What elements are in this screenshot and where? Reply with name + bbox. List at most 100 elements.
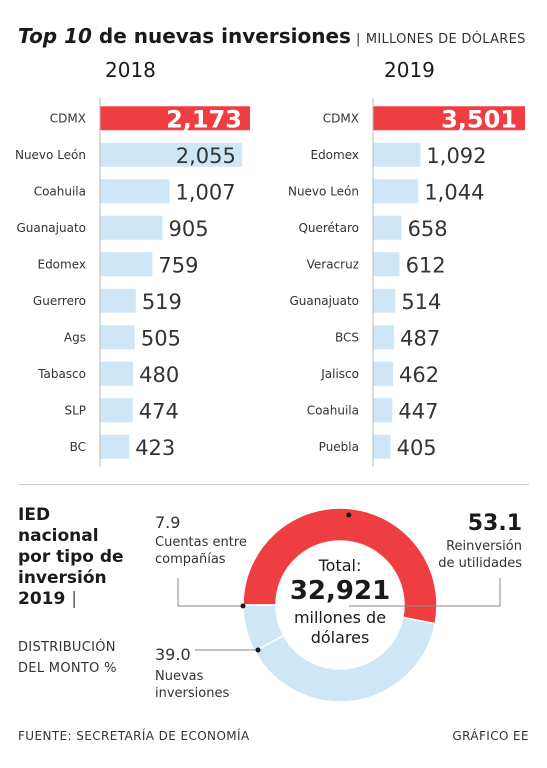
title-rest: de nuevas inversiones <box>91 24 351 48</box>
donut-total-value: 32,921 <box>290 576 390 606</box>
bar-2019-8 <box>373 398 393 423</box>
title-separator: | <box>356 32 361 47</box>
value-label-2019-4: 612 <box>406 253 446 277</box>
value-label-2018-4: 759 <box>158 253 198 277</box>
category-label-2018-8: SLP <box>64 403 86 417</box>
category-label-2018-9: BC <box>70 440 86 454</box>
label-nuevas-value: 39.0 <box>155 645 191 664</box>
value-label-2019-5: 514 <box>401 290 441 314</box>
value-label-2019-1: 1,092 <box>426 144 486 168</box>
bar-2019-2 <box>373 179 419 204</box>
bar-2018-1 <box>100 142 242 167</box>
category-label-2018-3: Guanajuato <box>16 221 86 235</box>
donut-heading-line-3: por tipo de <box>18 547 124 567</box>
value-label-2018-2: 1,007 <box>176 180 236 204</box>
donut-subtitle-line-1: DISTRIBUCIÓN <box>18 640 116 655</box>
bar-2019-0 <box>373 106 525 131</box>
bar-2018-5 <box>100 288 136 313</box>
category-label-2019-9: Puebla <box>319 440 359 454</box>
donut-heading-line-2: nacional <box>18 526 99 546</box>
category-label-2018-0: CDMX <box>50 111 86 125</box>
donut-subtitle-line-2: DEL MONTO % <box>18 661 117 676</box>
category-label-2018-5: Guerrero <box>33 294 86 308</box>
category-label-2018-6: Ags <box>64 330 86 344</box>
label-reinversion-value: 53.1 <box>468 511 522 536</box>
value-label-2019-8: 447 <box>398 399 438 423</box>
category-label-2019-2: Nuevo León <box>288 184 359 198</box>
category-label-2019-7: Jalisco <box>320 367 359 381</box>
value-label-2019-0: 3,501 <box>441 105 517 133</box>
bar-2018-0 <box>100 106 250 131</box>
donut-slice-0 <box>242 507 438 625</box>
category-label-2018-1: Nuevo León <box>15 148 86 162</box>
category-label-2019-8: Coahuila <box>307 403 359 417</box>
category-label-2018-4: Edomex <box>37 257 86 271</box>
value-label-2018-5: 519 <box>142 290 182 314</box>
bar-charts: CDMX 2,173 Nuevo León 2,055 Coahuila 1,007 Gua… <box>15 98 525 467</box>
donut-heading-separator: | <box>71 589 77 609</box>
category-label-2019-3: Querétaro <box>298 221 359 235</box>
leader-nuevas-dot <box>255 647 261 653</box>
bar-2018-7 <box>100 361 134 386</box>
bar-2019-5 <box>373 288 396 313</box>
bar-2019-6 <box>373 325 395 350</box>
bar-2018-6 <box>100 325 135 350</box>
donut-heading: IED nacional por tipo de inversión 2019 … <box>18 505 153 610</box>
donut-slice-1 <box>253 616 437 703</box>
bar-2018-2 <box>100 179 170 204</box>
bar-2019-9 <box>373 434 391 459</box>
title-unit: MILLONES DE DÓLARES <box>365 32 526 47</box>
category-label-2019-4: Veracruz <box>307 257 359 271</box>
label-nuevas-line-2: inversiones <box>155 686 229 701</box>
footer-credit: GRÁFICO EE <box>452 729 529 743</box>
bar-2018-3 <box>100 215 163 240</box>
label-nuevas-line-1: Nuevas <box>155 669 204 684</box>
bar-2018-9 <box>100 434 130 459</box>
leader-reinversion-dot <box>346 512 352 518</box>
category-label-2018-2: Coahuila <box>34 184 86 198</box>
label-cuentas-line-2: compañías <box>155 552 226 567</box>
leader-cuentas-dot <box>240 603 246 609</box>
title-bold: Top 10 <box>18 24 92 48</box>
bar-2019-7 <box>373 361 394 386</box>
value-label-2018-0: 2,173 <box>166 105 242 133</box>
value-label-2018-3: 905 <box>168 217 208 241</box>
donut-subtitle: DISTRIBUCIÓN DEL MONTO % <box>18 637 138 679</box>
value-label-2018-1: 2,055 <box>176 144 236 168</box>
section-divider <box>18 484 529 485</box>
label-reinversion-line-1: Reinversión <box>446 539 522 554</box>
category-label-2019-6: BCS <box>335 330 359 344</box>
bar-2018-8 <box>100 398 133 423</box>
year-2019-label: 2019 <box>384 58 435 82</box>
label-cuentas-line-1: Cuentas entre <box>155 535 247 550</box>
donut-total-unit-1: millones de <box>294 608 386 627</box>
value-label-2019-7: 462 <box>399 363 439 387</box>
donut-heading-line-1: IED <box>18 505 51 525</box>
value-label-2019-3: 658 <box>408 217 448 241</box>
donut-heading-year: 2019 <box>18 589 66 609</box>
donut-total-label: Total: <box>318 556 362 575</box>
bar-2018-4 <box>100 252 153 277</box>
value-label-2018-9: 423 <box>135 436 175 460</box>
value-label-2019-2: 1,044 <box>424 180 484 204</box>
donut-slice-2 <box>242 604 285 653</box>
chart-title: Top 10 de nuevas inversiones | MILLONES … <box>18 24 526 48</box>
category-label-2019-5: Guanajuato <box>289 294 359 308</box>
value-label-2019-6: 487 <box>400 326 440 350</box>
bar-2019-4 <box>373 252 400 277</box>
leader-reinversion <box>348 578 501 607</box>
leader-cuentas <box>177 578 243 607</box>
value-label-2019-9: 405 <box>397 436 437 460</box>
bar-2019-1 <box>373 142 421 167</box>
value-label-2018-8: 474 <box>139 399 179 423</box>
year-2018-label: 2018 <box>105 58 156 82</box>
value-label-2018-6: 505 <box>141 326 181 350</box>
footer-source: FUENTE: SECRETARÍA DE ECONOMÍA <box>18 729 250 743</box>
value-label-2018-7: 480 <box>139 363 179 387</box>
label-cuentas-value: 7.9 <box>155 513 180 532</box>
category-label-2018-7: Tabasco <box>37 367 86 381</box>
label-reinversion-line-2: de utilidades <box>438 556 522 571</box>
category-label-2019-0: CDMX <box>323 111 359 125</box>
bar-2019-3 <box>373 215 402 240</box>
